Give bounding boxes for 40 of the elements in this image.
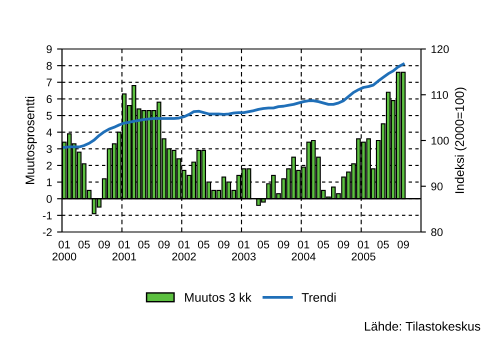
x-tick-label: 01 2000	[52, 240, 76, 260]
y-tick-label: 7	[46, 78, 52, 86]
x-tick-label: 01 2004	[292, 240, 316, 260]
y2-tick-label: 120	[432, 45, 449, 54]
text: Lähde: Tilastokeskus	[364, 322, 480, 331]
y-axis-title: Muutosprosentti	[25, 96, 37, 184]
y-tick-label: 2	[46, 162, 52, 170]
x-tick-label: 09	[278, 240, 290, 248]
y2-tick-label: 90	[431, 182, 443, 190]
y-tick-label: 1	[46, 178, 52, 186]
x-tick-label: 05	[258, 240, 270, 248]
y-tick-label: 9	[46, 45, 52, 54]
x-tick-label: 01 2001	[112, 240, 136, 260]
y-tick-label: -1	[42, 212, 52, 220]
y2-tick-label: 100	[432, 136, 449, 145]
y-tick-label: -2	[42, 228, 52, 236]
y-tick-label: 8	[46, 62, 52, 70]
x-tick-label: 05	[198, 240, 210, 248]
legend-label: Muutos 3 kk	[185, 292, 252, 302]
x-tick-label: 09	[398, 240, 409, 248]
y-tick-label: 5	[46, 112, 52, 120]
x-tick-label: 01 2002	[172, 240, 196, 260]
x-tick-label: 09	[158, 240, 170, 248]
y-tick-label: 0	[46, 194, 52, 203]
x-tick-label: 09	[98, 240, 110, 248]
x-tick-label: 05	[377, 240, 389, 248]
x-tick-label: 01 2003	[232, 240, 256, 260]
legend-label: Trendi	[302, 292, 336, 302]
y2-tick-label: 110	[432, 91, 448, 99]
y-tick-label: 4	[46, 128, 52, 136]
x-tick-label: 05	[138, 240, 150, 248]
x-tick-label: 09	[338, 240, 350, 248]
y2-tick-label: 80	[431, 228, 443, 236]
x-tick-label: 01 2005	[352, 240, 376, 260]
x-tick-label: 05	[318, 240, 330, 248]
x-tick-label: 09	[218, 240, 230, 248]
x-tick-label: 05	[78, 240, 90, 248]
y2-axis-title: Indeksi (2000=100)	[454, 88, 466, 194]
y-tick-label: 3	[46, 145, 52, 153]
y-tick-label: 6	[46, 95, 52, 104]
